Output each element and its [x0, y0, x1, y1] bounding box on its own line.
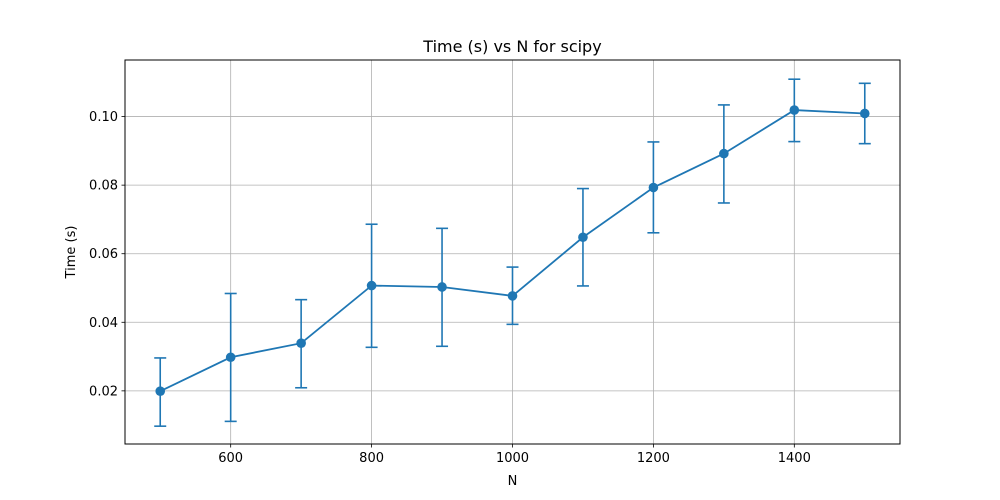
data-point	[648, 182, 659, 193]
y-tick-label: 0.10	[89, 110, 118, 125]
x-tick-label: 1200	[637, 451, 670, 466]
chart-title: Time (s) vs N for scipy	[422, 37, 601, 56]
data-point	[225, 352, 236, 363]
data-point	[789, 105, 800, 115]
x-tick-label: 800	[359, 451, 384, 466]
y-tick-label: 0.02	[89, 384, 118, 399]
x-tick-label: 600	[218, 451, 243, 466]
y-tick-label: 0.06	[89, 247, 118, 262]
axes: 600 800 1000 1200 1400 0.02 0.04 0.06 0.08 0.10	[89, 110, 811, 466]
data-point	[155, 386, 166, 397]
data-point	[719, 148, 729, 159]
x-tick-label: 1400	[778, 451, 811, 466]
data-point	[366, 280, 377, 291]
data-point	[859, 108, 870, 119]
data-point	[507, 291, 518, 301]
y-axis-label: Time (s)	[64, 226, 79, 280]
data-point	[296, 338, 306, 349]
x-tick-label: 1000	[496, 451, 529, 466]
data-point	[578, 232, 588, 243]
series-error-bar-line	[154, 78, 871, 427]
data-point	[437, 282, 447, 292]
x-axis-label: N	[508, 474, 518, 489]
y-tick-label: 0.04	[89, 316, 118, 331]
y-tick-label: 0.08	[89, 179, 118, 194]
